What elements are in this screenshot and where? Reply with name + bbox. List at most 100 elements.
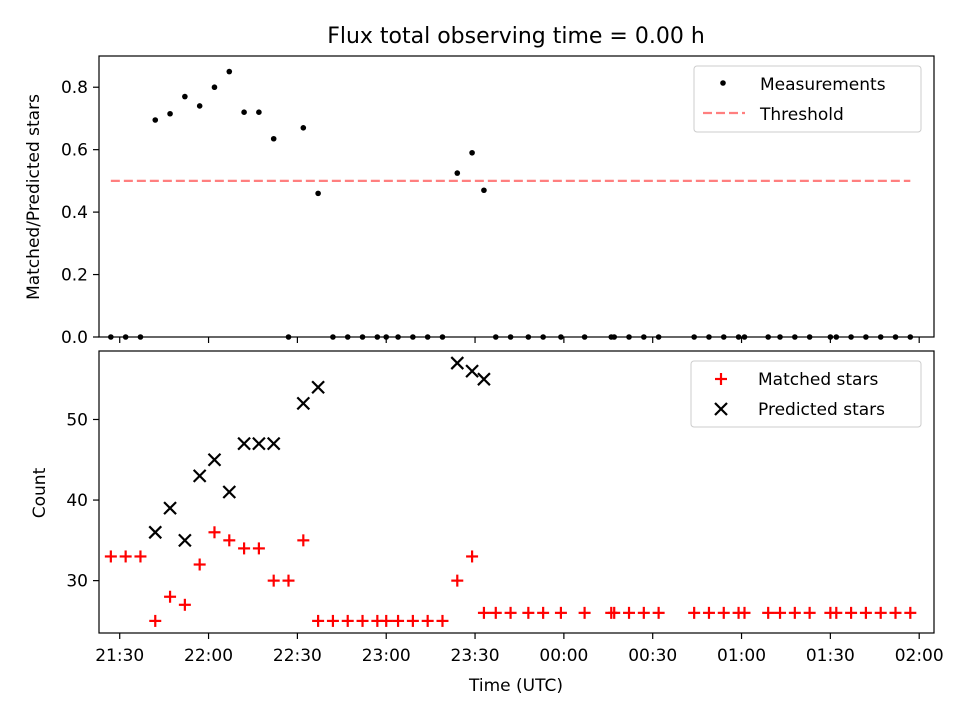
predicted-star-marker-b xyxy=(148,525,163,540)
matched-star-point xyxy=(738,606,751,619)
predicted-star-marker-b xyxy=(192,469,207,483)
bottom-x-tick-label: 22:00 xyxy=(184,646,233,666)
matched-star-point xyxy=(904,606,917,619)
measurement-point xyxy=(454,170,461,176)
top-y-tick-label: 0.0 xyxy=(61,328,88,348)
predicted-star-marker-b xyxy=(163,501,177,515)
bottom-y-axis-label: Count xyxy=(30,467,50,518)
matched-star-point xyxy=(436,614,449,627)
measurement-point xyxy=(256,109,262,115)
legend-matched-marker xyxy=(715,373,727,385)
matched-star-point xyxy=(578,606,591,619)
predicted-star-point xyxy=(311,380,325,395)
matched-star-point xyxy=(702,606,715,619)
matched-star-point xyxy=(208,526,221,539)
matched-star-point xyxy=(380,614,393,627)
bottom-x-tick-label: 21:30 xyxy=(95,646,144,666)
measurement-point xyxy=(469,149,475,156)
matched-star-point xyxy=(119,550,132,563)
predicted-star-point xyxy=(148,525,163,540)
matched-star-point xyxy=(392,614,405,627)
predicted-star-marker-b xyxy=(222,485,237,499)
bottom-x-tick-label: 23:30 xyxy=(451,646,500,666)
bottom-y-tick-label: 50 xyxy=(66,410,88,430)
matched-star-point xyxy=(504,606,517,619)
matched-star-point xyxy=(164,590,177,603)
measurement-point xyxy=(315,190,321,197)
bottom-legend: Matched stars Predicted stars xyxy=(690,360,922,428)
top-panel: 0.00.20.40.60.8 Matched/Predicted stars … xyxy=(24,55,935,348)
matched-star-point xyxy=(421,614,434,627)
matched-star-point xyxy=(297,534,310,547)
predicted-star-marker-b xyxy=(252,436,266,451)
measurement-points xyxy=(108,68,914,340)
measurement-point xyxy=(226,68,233,75)
matched-star-point xyxy=(554,606,567,619)
matched-star-point xyxy=(451,574,464,587)
top-axes-frame xyxy=(98,55,935,338)
matched-star-point xyxy=(134,550,147,563)
matched-star-point xyxy=(267,574,280,587)
matched-star-point xyxy=(537,606,550,619)
measurement-point xyxy=(300,125,307,131)
matched-stars-points xyxy=(104,526,917,627)
matched-star-point xyxy=(312,614,325,627)
matched-star-point xyxy=(774,606,787,619)
matched-star-point xyxy=(282,574,295,587)
matched-star-point xyxy=(830,606,843,619)
bottom-legend-box xyxy=(690,360,922,428)
matched-star-point xyxy=(223,534,236,547)
bottom-y-tick-label: 30 xyxy=(66,572,88,592)
top-y-axis: 0.0 0.2 0.4 0.6 0.8 xyxy=(61,78,99,348)
matched-star-point xyxy=(406,614,419,627)
predicted-star-point xyxy=(237,436,251,451)
legend-matched-label: Matched stars xyxy=(758,370,878,390)
measurement-point xyxy=(196,103,203,109)
bottom-y-axis: 30 40 50 xyxy=(66,410,99,592)
top-legend-box xyxy=(693,65,922,133)
matched-star-point xyxy=(326,614,339,627)
matched-star-point xyxy=(762,606,775,619)
legend-predicted-marker xyxy=(714,402,728,416)
matched-star-point xyxy=(637,606,650,619)
top-y-tick-label: 0.8 xyxy=(61,78,88,98)
matched-star-point xyxy=(341,614,354,627)
predicted-star-marker-b xyxy=(450,356,465,370)
matched-star-point xyxy=(788,606,801,619)
predicted-star-point xyxy=(252,436,266,451)
predicted-star-marker-b xyxy=(311,380,325,395)
predicted-star-point xyxy=(450,356,465,370)
measurement-point xyxy=(241,109,247,115)
measurement-point xyxy=(211,84,218,91)
predicted-star-marker-b xyxy=(237,436,251,451)
measurement-point xyxy=(270,135,277,142)
matched-star-point xyxy=(845,606,858,619)
matched-star-point xyxy=(149,614,162,627)
predicted-star-point xyxy=(266,436,281,451)
predicted-star-marker-b xyxy=(477,372,491,386)
measurement-point xyxy=(481,187,487,194)
predicted-star-point xyxy=(178,533,192,548)
legend-predicted-label: Predicted stars xyxy=(758,400,885,420)
matched-star-point xyxy=(889,606,902,619)
top-y-tick-label: 0.6 xyxy=(61,141,88,161)
bottom-x-tick-label: 01:00 xyxy=(717,646,766,666)
bottom-panel: 30 40 50 21:30 22:00 22:30 23:00 23:30 00:00 00:… xyxy=(30,350,944,696)
predicted-star-point xyxy=(222,485,237,499)
matched-star-point xyxy=(623,606,636,619)
matched-star-point xyxy=(803,606,816,619)
predicted-star-marker-b xyxy=(178,533,192,548)
matched-star-point xyxy=(104,550,117,563)
matched-star-point xyxy=(252,542,265,555)
predicted-star-marker-b xyxy=(207,452,222,467)
chart-title: Flux total observing time = 0.00 h xyxy=(327,24,705,49)
measurement-point xyxy=(182,93,188,100)
bottom-y-tick-label: 40 xyxy=(66,491,88,511)
top-y-axis-label: Matched/Predicted stars xyxy=(24,94,44,300)
matched-star-point xyxy=(466,550,479,563)
bottom-x-tick-label: 00:30 xyxy=(628,646,677,666)
bottom-x-tick-label: 01:30 xyxy=(806,646,855,666)
bottom-x-tick-label: 02:00 xyxy=(895,646,944,666)
predicted-star-marker-b xyxy=(465,364,479,378)
matched-star-point xyxy=(477,606,490,619)
